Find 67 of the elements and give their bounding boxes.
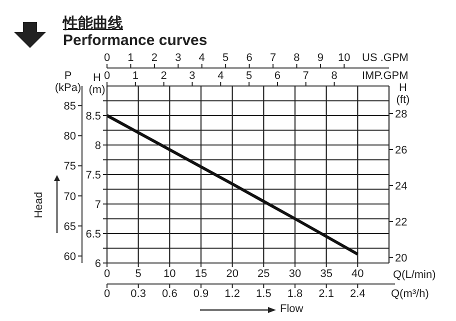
y-tick-label: 8.5 [86,110,101,122]
y3-tick-label: 85 [64,100,76,113]
text: 0.6 [162,288,178,300]
line-series [107,114,360,256]
y-tick-label: 6 [94,258,101,270]
text: 5 [246,70,252,82]
text: 1.8 [287,288,303,300]
text: Flow [280,303,304,315]
y3-tick-label: 75 [64,160,76,173]
y2-tick-label: 26 [395,144,408,156]
text: 6 [274,70,281,82]
y3-tick-label: 65 [64,220,76,233]
text: 0 [104,70,110,82]
text: 0.9 [193,288,209,300]
x-tick-label: 30 [288,268,302,280]
text: 1.2 [224,288,240,300]
x2-tick-label: 0 [104,52,110,64]
x-tick-label: 0 [104,268,110,280]
x2-tick-label: 2 [151,52,158,64]
x-tick-label: 15 [194,268,208,280]
y3-tick-label: 60 [64,250,76,263]
text: 1 [132,70,138,82]
x2-tick-label: 9 [317,52,324,64]
chart-subtitle: Performance curves [63,32,208,49]
text: 4 [218,70,224,82]
text: 1.5 [256,288,272,300]
text: Q(m³/h) [391,288,429,300]
y-tick-label: 8 [94,140,101,152]
y2-tick-label: 28 [395,108,408,120]
text: 3 [189,70,196,82]
text: 8 [331,70,338,82]
x2-tick-label: 3 [175,52,182,64]
y2-tick-label: 24 [395,180,408,192]
text: Head [33,192,46,218]
y3-axis-title: P (kPa) [54,70,82,94]
x-tick-label: 5 [135,268,142,280]
x-tick-label: 10 [164,268,176,280]
y-axis-title: H (m) [88,72,106,96]
y-tick-label: 7.5 [86,169,101,182]
text: 7 [302,70,309,82]
y3-tick-label: 70 [64,190,76,203]
x2-tick-label: 6 [246,52,252,64]
x-tick-label: 25 [258,268,270,280]
x2-tick-label: 5 [222,52,229,64]
text: 0 [104,288,110,300]
chart-title: 性能曲线 [63,14,123,33]
x-tick-label: 20 [226,268,238,280]
x2-tick-label: 10 [338,52,350,64]
x2-tick-label: 1 [128,52,134,64]
y-tick-label: 7 [94,198,101,211]
x2-tick-label: 8 [294,52,300,64]
x2-tick-label: 7 [270,52,276,64]
x-axis-title: Q(L/min) [393,269,436,281]
text: 2.1 [318,288,334,300]
text: 0.3 [130,288,146,300]
x2-tick-label: 4 [198,52,205,64]
text: 2.4 [350,288,366,300]
x-tick-label: 40 [352,268,364,280]
text: 2 [160,70,167,82]
y2-tick-label: 22 [395,216,408,228]
text: IMP.GPM [362,70,408,82]
x2-axis-title: US .GPM [362,52,408,64]
y-tick-label: 6.5 [86,228,101,240]
x-tick-label: 35 [320,268,332,280]
y2-tick-label: 20 [395,252,408,264]
y2-axis-title: H (ft) [395,82,411,106]
y3-tick-label: 80 [64,130,76,143]
